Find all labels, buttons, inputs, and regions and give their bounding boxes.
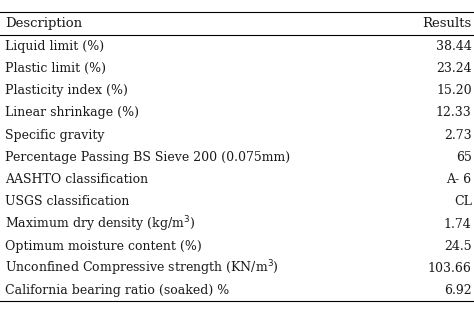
Text: Specific gravity: Specific gravity [5, 129, 104, 142]
Text: 65: 65 [456, 151, 472, 164]
Text: 15.20: 15.20 [436, 84, 472, 97]
Text: Linear shrinkage (%): Linear shrinkage (%) [5, 106, 139, 119]
Text: Unconfined Compressive strength (KN/m$^3$): Unconfined Compressive strength (KN/m$^3… [5, 259, 279, 278]
Text: A- 6: A- 6 [447, 173, 472, 186]
Text: CL: CL [454, 195, 472, 208]
Text: California bearing ratio (soaked) %: California bearing ratio (soaked) % [5, 284, 229, 297]
Text: 24.5: 24.5 [444, 240, 472, 253]
Text: 103.66: 103.66 [428, 262, 472, 275]
Text: Plastic limit (%): Plastic limit (%) [5, 62, 106, 75]
Text: Results: Results [422, 17, 472, 30]
Text: USGS classification: USGS classification [5, 195, 129, 208]
Text: AASHTO classification: AASHTO classification [5, 173, 148, 186]
Text: 6.92: 6.92 [444, 284, 472, 297]
Text: 23.24: 23.24 [436, 62, 472, 75]
Text: Maximum dry density (kg/m$^3$): Maximum dry density (kg/m$^3$) [5, 214, 195, 234]
Text: Plasticity index (%): Plasticity index (%) [5, 84, 128, 97]
Text: Optimum moisture content (%): Optimum moisture content (%) [5, 240, 201, 253]
Text: Percentage Passing BS Sieve 200 (0.075mm): Percentage Passing BS Sieve 200 (0.075mm… [5, 151, 290, 164]
Text: 2.73: 2.73 [444, 129, 472, 142]
Text: 38.44: 38.44 [436, 40, 472, 53]
Text: Liquid limit (%): Liquid limit (%) [5, 40, 104, 53]
Text: Description: Description [5, 17, 82, 30]
Text: 12.33: 12.33 [436, 106, 472, 119]
Text: 1.74: 1.74 [444, 218, 472, 231]
